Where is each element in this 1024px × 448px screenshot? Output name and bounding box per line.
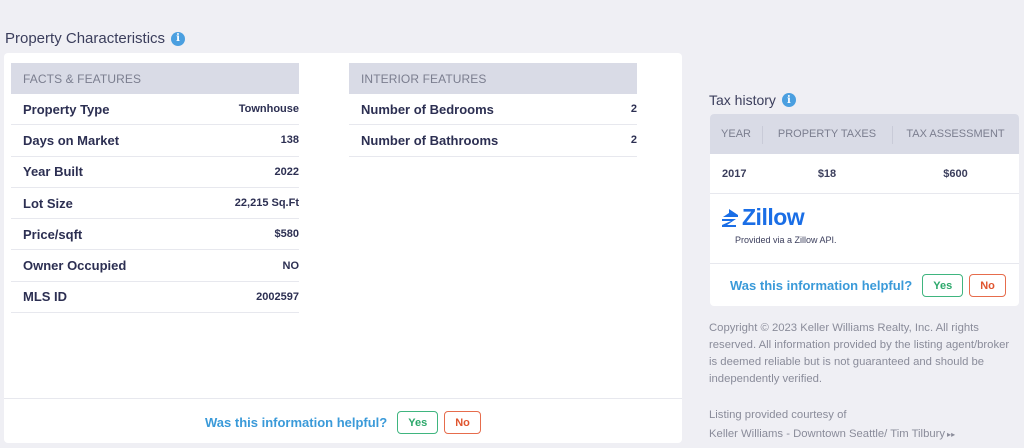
row-value: NO bbox=[282, 259, 300, 272]
facts-features-header: FACTS & FEATURES bbox=[11, 63, 299, 94]
interior-features-header: INTERIOR FEATURES bbox=[349, 63, 637, 94]
yes-button[interactable]: Yes bbox=[922, 274, 964, 297]
facts-features-table: FACTS & FEATURES Property Type Townhouse … bbox=[11, 63, 300, 314]
row-value: 2002597 bbox=[256, 290, 299, 303]
row-value: Townhouse bbox=[238, 103, 299, 116]
column-header-property-taxes: PROPERTY TAXES bbox=[762, 114, 892, 154]
table-row: Number of Bathrooms 2 bbox=[349, 125, 637, 157]
table-row: Owner Occupied NO bbox=[11, 250, 300, 282]
row-value: $580 bbox=[274, 228, 299, 241]
row-value: 2022 bbox=[274, 165, 299, 178]
divider bbox=[710, 263, 1019, 264]
courtesy-label: Listing provided courtesy of bbox=[709, 409, 847, 421]
table-row: 2017 $18 $600 bbox=[710, 154, 1019, 194]
tax-history-panel: YEAR PROPERTY TAXES TAX ASSESSMENT 2017 … bbox=[710, 114, 1019, 306]
table-row: Days on Market 138 bbox=[11, 125, 299, 157]
tax-assessment-value: $600 bbox=[943, 167, 968, 180]
table-row: Year Built 2022 bbox=[11, 157, 299, 188]
no-button[interactable]: No bbox=[444, 411, 481, 434]
copyright-notice: Copyright © 2023 Keller Williams Realty,… bbox=[709, 322, 1010, 385]
zillow-caption: Provided via a Zillow API. bbox=[735, 235, 837, 245]
column-header-tax-assessment: TAX ASSESSMENT bbox=[892, 114, 1019, 154]
property-taxes-value: $18 bbox=[817, 167, 837, 180]
table-row: Price/sqft $580 bbox=[11, 219, 299, 251]
listing-agent-link[interactable]: Keller Williams - Downtown Seattle/ Tim … bbox=[709, 425, 1019, 444]
row-value: 138 bbox=[280, 134, 299, 147]
table-row: Property Type Townhouse bbox=[11, 94, 299, 126]
table-row: Lot Size 22,215 Sq.Ft bbox=[11, 188, 299, 220]
zillow-logo-text: Zillow bbox=[742, 204, 805, 230]
tax-history-title-text: Tax history bbox=[709, 92, 776, 108]
tax-history-title: Tax history i bbox=[709, 92, 796, 108]
property-characteristics-panel: FACTS & FEATURES Property Type Townhouse … bbox=[4, 53, 682, 443]
row-label: Price/sqft bbox=[23, 226, 83, 242]
info-icon[interactable]: i bbox=[171, 31, 186, 46]
divider bbox=[4, 398, 682, 399]
listing-courtesy: Listing provided courtesy of Keller Will… bbox=[709, 406, 1019, 444]
section-title-text: Property Characteristics bbox=[5, 30, 166, 47]
double-chevron-right-icon: ▸▸ bbox=[947, 430, 956, 439]
column-header-year: YEAR bbox=[721, 128, 751, 140]
row-label: Number of Bathrooms bbox=[361, 132, 499, 148]
row-label: MLS ID bbox=[23, 289, 68, 305]
table-row: Number of Bedrooms 2 bbox=[349, 94, 637, 126]
interior-features-table: INTERIOR FEATURES Number of Bedrooms 2 Nu… bbox=[349, 63, 637, 157]
table-row: MLS ID 2002597 bbox=[11, 282, 299, 314]
helpful-feedback: Was this information helpful? Yes No bbox=[205, 411, 481, 434]
row-label: Owner Occupied bbox=[23, 258, 127, 274]
row-label: Property Type bbox=[23, 101, 110, 117]
row-label: Lot Size bbox=[23, 195, 73, 211]
row-value: 22,215 Sq.Ft bbox=[234, 197, 299, 210]
helpful-question: Was this information helpful? bbox=[730, 278, 913, 293]
zillow-house-icon bbox=[722, 208, 738, 227]
yes-button[interactable]: Yes bbox=[397, 411, 439, 434]
property-characteristics-title: Property Characteristics i bbox=[5, 30, 186, 47]
info-icon[interactable]: i bbox=[781, 93, 796, 107]
tax-year: 2017 bbox=[722, 167, 747, 180]
tax-table-header: YEAR PROPERTY TAXES TAX ASSESSMENT bbox=[710, 114, 1019, 154]
helpful-feedback: Was this information helpful? Yes No bbox=[730, 274, 1006, 297]
row-label: Days on Market bbox=[23, 132, 120, 148]
row-label: Year Built bbox=[23, 164, 83, 180]
row-value: 2 bbox=[630, 134, 637, 147]
helpful-question: Was this information helpful? bbox=[205, 415, 388, 430]
zillow-attribution: Zillow Provided via a Zillow API. bbox=[719, 204, 837, 245]
agent-name: Keller Williams - Downtown Seattle/ Tim … bbox=[709, 428, 946, 440]
row-label: Number of Bedrooms bbox=[361, 101, 494, 117]
no-button[interactable]: No bbox=[969, 274, 1006, 297]
row-value: 2 bbox=[630, 103, 637, 116]
zillow-logo: Zillow bbox=[719, 204, 837, 231]
